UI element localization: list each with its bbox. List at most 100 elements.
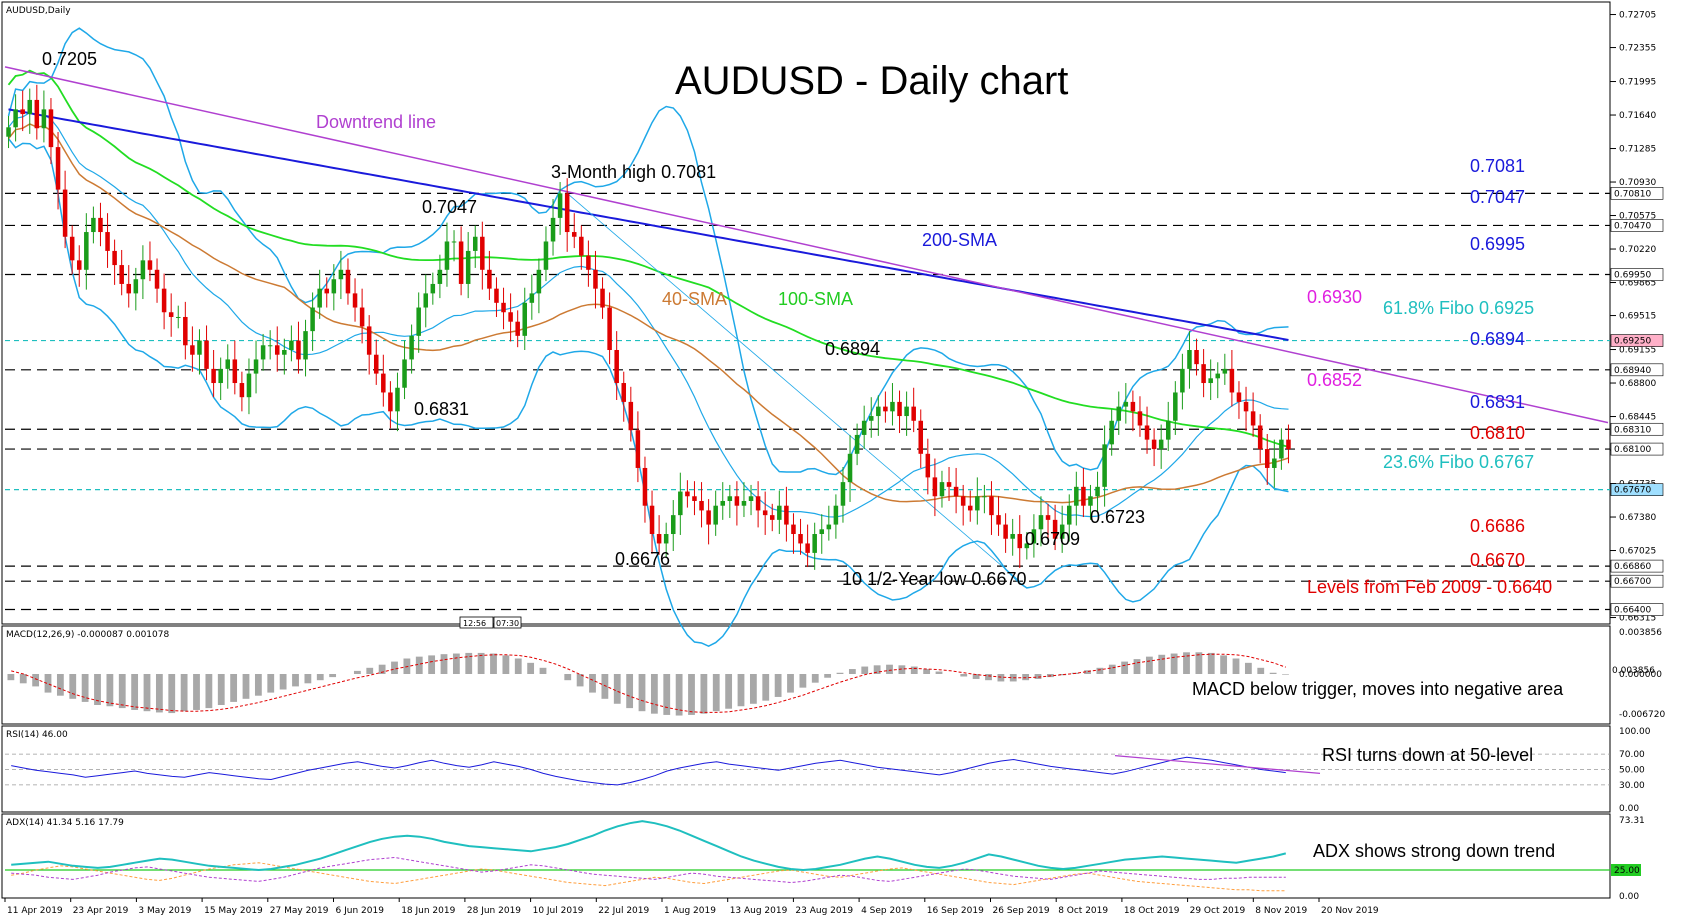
level-labels: 0.7081 0.7047 0.6995 0.6930 61.8% Fibo 0.692… bbox=[1307, 156, 1552, 597]
candle-body bbox=[480, 236, 485, 270]
price-tick-label: 0.72355 bbox=[1619, 44, 1656, 54]
candle-body bbox=[1236, 392, 1242, 402]
candle-body bbox=[635, 430, 641, 468]
candle-body bbox=[260, 345, 266, 360]
candle-body bbox=[218, 368, 223, 384]
level-tag bbox=[1610, 219, 1664, 232]
candle-body bbox=[579, 236, 584, 256]
date-tick-label: 10 Jul 2019 bbox=[533, 906, 584, 916]
candle-body bbox=[692, 496, 697, 501]
candle-body bbox=[465, 250, 471, 284]
macd-histogram-bar bbox=[56, 674, 64, 696]
candle-body bbox=[1151, 439, 1157, 450]
date-tick-label: 6 Jun 2019 bbox=[336, 906, 385, 916]
date-tick-label: 11 Apr 2019 bbox=[7, 906, 63, 916]
candle-body bbox=[1279, 439, 1284, 459]
level-tag-label: 0.68310 bbox=[1614, 425, 1651, 435]
candle-body bbox=[1109, 420, 1114, 445]
level-tag bbox=[1610, 442, 1664, 456]
macd-histogram-bar bbox=[391, 661, 398, 674]
candle-body bbox=[699, 500, 704, 511]
date-tick-label: 23 Aug 2019 bbox=[795, 906, 853, 916]
macd-histogram-bar bbox=[700, 674, 708, 714]
macd-histogram-bar bbox=[799, 674, 807, 688]
candle-body bbox=[317, 288, 322, 308]
price-tick-label: 0.70220 bbox=[1619, 245, 1656, 255]
date-tick-label: 18 Jun 2019 bbox=[401, 906, 455, 916]
price-tick-label: 0.72705 bbox=[1619, 11, 1656, 21]
macd-histogram-bar bbox=[972, 674, 980, 679]
candle-body bbox=[289, 340, 294, 350]
candle-body bbox=[819, 529, 825, 535]
candle-body bbox=[918, 420, 924, 454]
macd-histogram-bar bbox=[131, 674, 139, 710]
candle-body bbox=[1243, 401, 1249, 412]
candle-body bbox=[564, 193, 570, 233]
candle-body bbox=[274, 345, 280, 355]
downtrend-line bbox=[4, 66, 1609, 424]
adx-level-tag bbox=[1611, 864, 1641, 876]
macd-histogram-bar bbox=[1096, 667, 1104, 674]
price-tick-label: 0.69515 bbox=[1619, 312, 1656, 322]
candle-body bbox=[812, 534, 817, 553]
level-tag bbox=[1610, 483, 1664, 496]
adx-level-tag-label: 25.00 bbox=[1614, 866, 1640, 876]
candle-body bbox=[939, 482, 945, 497]
level-tag-label: 0.69950 bbox=[1614, 271, 1651, 281]
candle-body bbox=[932, 477, 938, 497]
candle-body bbox=[338, 269, 344, 280]
level-label: 0.6852 bbox=[1307, 370, 1362, 390]
candle-body bbox=[20, 109, 25, 115]
macd-histogram-bar bbox=[737, 674, 745, 707]
macd-histogram-bar bbox=[688, 674, 695, 715]
macd-histogram-bar bbox=[32, 674, 40, 687]
macd-histogram-bar bbox=[267, 674, 275, 693]
candle-body bbox=[727, 496, 733, 501]
candle-body bbox=[1024, 543, 1030, 549]
macd-histogram-bar bbox=[576, 674, 584, 687]
candle-body bbox=[381, 373, 386, 393]
candle-body bbox=[1123, 401, 1129, 407]
candle-body bbox=[1229, 368, 1235, 393]
candle-body bbox=[430, 283, 436, 294]
indicator-lines bbox=[4, 27, 1609, 648]
macd-histogram-bar bbox=[886, 664, 893, 674]
annotation-0-6723: 0.6723 bbox=[1090, 507, 1145, 527]
price-tick-label: 0.67025 bbox=[1619, 547, 1656, 557]
sma-200-line bbox=[8, 108, 1289, 341]
macd-histogram-bar bbox=[193, 674, 200, 710]
macd-histogram-bar bbox=[1108, 664, 1116, 674]
macd-histogram-bar bbox=[1183, 652, 1190, 674]
bollinger-middle bbox=[8, 112, 1289, 518]
level-tag-label: 0.67670 bbox=[1614, 486, 1651, 496]
macd-histogram-bar bbox=[155, 674, 163, 713]
macd-histogram-bar bbox=[304, 674, 312, 684]
candle-body bbox=[501, 302, 506, 313]
candle-body bbox=[55, 147, 61, 190]
candle-body bbox=[600, 288, 605, 308]
candle-body bbox=[1158, 439, 1164, 450]
date-tick-label: 1 Aug 2019 bbox=[664, 906, 716, 916]
candle-body bbox=[847, 453, 853, 483]
candle-body bbox=[953, 486, 959, 497]
candle-body bbox=[868, 416, 874, 421]
time-box-2-label: 07:30 bbox=[496, 619, 519, 628]
candle-body bbox=[854, 434, 860, 454]
macd-histogram-bar bbox=[230, 674, 238, 702]
annotation-100sma: 100-SMA bbox=[778, 289, 853, 309]
level-label: 0.6670 bbox=[1470, 550, 1525, 570]
macd-histogram-bar bbox=[564, 674, 572, 681]
macd-histogram-bar bbox=[1022, 674, 1030, 681]
candle-body bbox=[91, 217, 96, 233]
macd-histogram-bar bbox=[514, 658, 522, 674]
level-label: 61.8% Fibo 0.6925 bbox=[1383, 298, 1534, 318]
macd-histogram-bar bbox=[1145, 656, 1153, 674]
candle-body bbox=[649, 505, 655, 535]
macd-histogram-bar bbox=[502, 655, 510, 674]
candle-body bbox=[409, 335, 414, 360]
level-tag bbox=[1610, 268, 1664, 281]
price-tick-label: 0.69865 bbox=[1619, 279, 1656, 289]
adx-plot: 25.00 73.31 0.00 bbox=[5, 816, 1645, 902]
candle-body bbox=[557, 193, 563, 218]
candle-body bbox=[798, 534, 803, 544]
